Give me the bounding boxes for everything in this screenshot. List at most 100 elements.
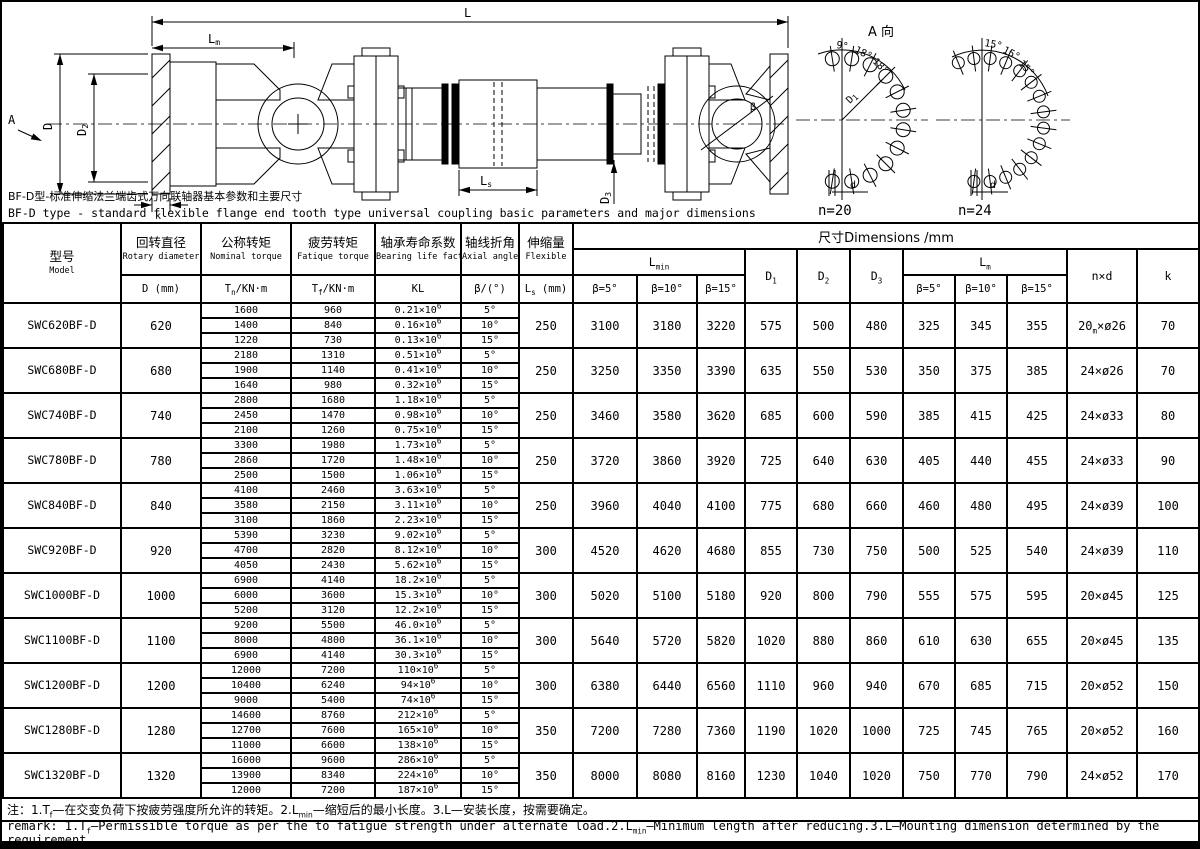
bolt-hole [1032, 89, 1046, 103]
spec-row: SWC1200BF-D 1200 12000 7200 110×106 5° 300 6380… [2, 662, 1198, 709]
cell-fatigue-torque: 840 [290, 317, 376, 334]
cell-lm-beta10: 745 [954, 707, 1008, 754]
bolt-hole [999, 170, 1013, 184]
bolt-hole [951, 56, 965, 70]
cell-nominal-torque: 14600 [200, 707, 292, 724]
bolt-hole [999, 56, 1013, 70]
cell-bearing-life-factor: 0.21×106 [374, 302, 462, 319]
cell-bearing-life-factor: 36.1×106 [374, 632, 462, 649]
bolt-hole [1013, 64, 1027, 78]
cell-lmin-beta10: 4620 [636, 527, 698, 574]
bolt-hole [967, 175, 981, 188]
cell-nxd: 24×ø33 [1066, 437, 1138, 484]
bolt-hole [889, 84, 905, 100]
cell-bearing-life-factor: 30.3×106 [374, 647, 462, 664]
col-fatigue-torque: 疲劳转矩 Fatique torque [290, 222, 376, 276]
cell-bearing-life-factor: 1.48×106 [374, 452, 462, 469]
cell-fatigue-torque: 960 [290, 302, 376, 319]
cell-lmin-beta10: 3180 [636, 302, 698, 349]
cell-lmin-beta5: 5020 [572, 572, 638, 619]
cell-nxd: 20m×ø26 [1066, 302, 1138, 349]
bolt-hole [889, 140, 905, 156]
cell-nominal-torque: 3580 [200, 497, 292, 514]
hole-d-label: d [850, 180, 856, 191]
bolt-hole [983, 175, 997, 188]
cell-lm-beta15: 655 [1006, 617, 1068, 664]
cell-lm-beta10: 440 [954, 437, 1008, 484]
cell-fatigue-torque: 9600 [290, 752, 376, 769]
cell-lm-beta15: 765 [1006, 707, 1068, 754]
cell-lm-beta10: 575 [954, 572, 1008, 619]
cell-flexible: 250 [518, 347, 574, 394]
cell-nominal-torque: 9200 [200, 617, 292, 634]
col-rotary-diameter: 回转直径 Rotary diameter [120, 222, 202, 276]
cell-k: 90 [1135, 437, 1198, 484]
spec-row: 13900 8340 224×106 10° [3, 767, 1198, 784]
unit-bearing: KL [374, 274, 462, 304]
cell-lm-beta5: 725 [902, 707, 956, 754]
cell-bearing-life-factor: 5.62×106 [374, 557, 462, 574]
cell-k: 100 [1135, 482, 1198, 529]
col-flexible: 伸缩量 Flexible [518, 222, 574, 276]
cell-lmin-beta15: 6560 [696, 662, 746, 709]
cell-nominal-torque: 6900 [200, 647, 292, 664]
cell-axial-angle: 10° [460, 767, 520, 784]
cell-d3: 750 [849, 527, 904, 574]
cell-d1: 575 [744, 302, 798, 349]
cell-lmin-beta15: 3390 [696, 347, 746, 394]
cell-lmin-beta5: 4520 [572, 527, 638, 574]
cell-model: SWC1100BF-D [2, 617, 122, 664]
col-k: k [1135, 248, 1198, 304]
spec-row: 8000 4800 36.1×106 10° [3, 632, 1198, 649]
cell-model: SWC680BF-D [2, 347, 122, 394]
unit-nominal: Tn/KN·m [200, 274, 292, 304]
cell-d3: 660 [849, 482, 904, 529]
cell-nominal-torque: 16000 [200, 752, 292, 769]
cell-lm-beta5: 350 [902, 347, 956, 394]
cell-fatigue-torque: 2460 [290, 482, 376, 499]
bolt-hole [878, 68, 894, 84]
cell-nominal-torque: 12000 [200, 662, 292, 679]
cell-nominal-torque: 5390 [200, 527, 292, 544]
cell-k: 150 [1135, 662, 1198, 709]
cell-lm-beta15: 595 [1006, 572, 1068, 619]
spec-row: 4050 2430 5.62×106 15° [3, 557, 1198, 574]
cell-lm-beta5: 555 [902, 572, 956, 619]
spec-row: 2100 1260 0.75×106 15° [3, 422, 1198, 439]
cell-d3: 1020 [849, 752, 904, 799]
cell-nxd: 20×ø52 [1066, 662, 1138, 709]
cell-lm-beta15: 495 [1006, 482, 1068, 529]
cell-model: SWC740BF-D [2, 392, 122, 439]
cell-k: 70 [1135, 302, 1198, 349]
spec-row: 1400 840 0.16×106 10° [3, 317, 1198, 334]
cell-fatigue-torque: 3230 [290, 527, 376, 544]
col-nominal-torque: 公称转矩 Nominal torque [200, 222, 292, 276]
cell-fatigue-torque: 7200 [290, 662, 376, 679]
cell-k: 135 [1135, 617, 1198, 664]
cell-axial-angle: 5° [460, 662, 520, 679]
cell-lmin-beta10: 3580 [636, 392, 698, 439]
bolt-count-n24: n=24 [958, 203, 992, 219]
cell-bearing-life-factor: 138×106 [374, 737, 462, 754]
dim-L-label: L [464, 6, 471, 20]
cell-bearing-life-factor: 286×106 [374, 752, 462, 769]
cell-model: SWC840BF-D [2, 482, 122, 529]
bolt-pattern-n20: D1 9° 18° 18° d n=20 [796, 38, 928, 219]
spec-row: 2450 1470 0.98×106 10° [3, 407, 1198, 424]
cell-flexible: 250 [518, 482, 574, 529]
cell-rotary-diameter: 680 [120, 347, 202, 394]
cell-fatigue-torque: 1140 [290, 362, 376, 379]
cell-lmin-beta5: 3720 [572, 437, 638, 484]
cell-fatigue-torque: 2820 [290, 542, 376, 559]
cell-flexible: 350 [518, 752, 574, 799]
view-A-title: A 向 [868, 24, 894, 40]
cell-nominal-torque: 2800 [200, 392, 292, 409]
hole-d-label: d [990, 180, 996, 191]
cell-bearing-life-factor: 187×106 [374, 782, 462, 799]
cell-axial-angle: 15° [460, 602, 520, 619]
cell-axial-angle: 10° [460, 587, 520, 604]
spec-row: SWC680BF-D 680 2180 1310 0.51×106 5° 250 3250 33… [2, 347, 1198, 394]
bolt-hole [1037, 121, 1050, 135]
cell-lmin-beta10: 4040 [636, 482, 698, 529]
caption-en: BF-D type - standard flexible flange end… [8, 206, 756, 220]
